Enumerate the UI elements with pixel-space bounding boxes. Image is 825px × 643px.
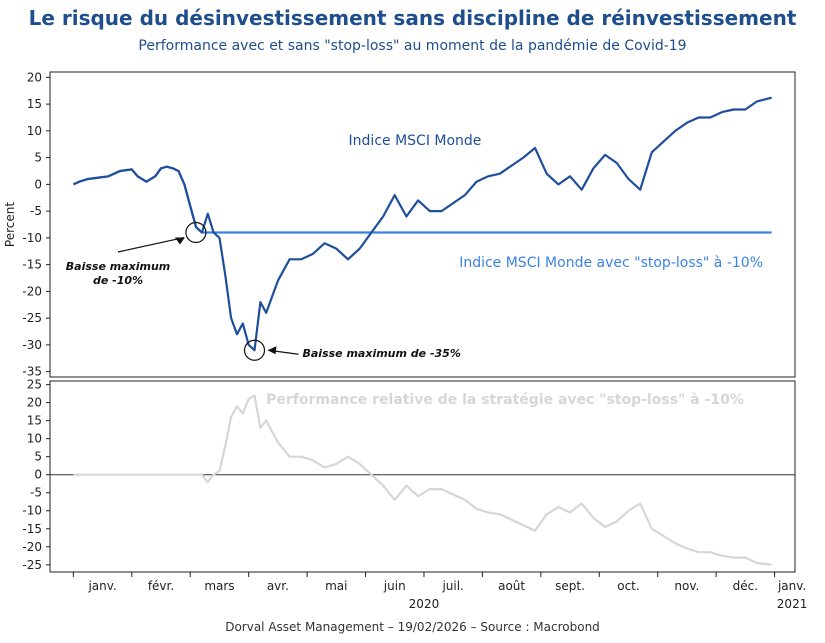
y-tick-label-top: 5 (34, 151, 42, 165)
x-tick-label: janv. (777, 579, 806, 593)
y-tick-label-bottom: -25 (22, 558, 42, 572)
series-label-stoploss: Indice MSCI Monde avec "stop-loss" à -10… (459, 255, 763, 271)
y-tick-label-bottom: -10 (22, 504, 42, 518)
annotation-arrowhead-35 (267, 346, 277, 355)
x-tick-label: déc. (733, 579, 758, 593)
series-label-relative: Performance relative de la stratégie ave… (266, 392, 744, 408)
annotation-circle-10 (185, 221, 207, 244)
y-tick-label-top: -35 (22, 365, 42, 379)
y-tick-label-bottom: -5 (30, 486, 42, 500)
x-tick-label: oct. (617, 579, 639, 593)
y-tick-label-top: -10 (22, 231, 42, 245)
y-tick-label-top: -25 (22, 311, 42, 325)
x-tick-label: juin (383, 579, 406, 593)
series-line-msci (72, 96, 772, 352)
y-tick-label-bottom: 25 (27, 378, 42, 392)
annotation-text-10-line1: Baisse maximum (66, 260, 170, 273)
x-tick-label: mai (325, 579, 347, 593)
annotation-text-35: Baisse maximum de -35% (303, 347, 461, 360)
chart-footer: Dorval Asset Management – 19/02/2026 – S… (225, 620, 600, 634)
x-tick-label: avr. (267, 579, 289, 593)
annotation-arrowhead-10 (174, 237, 185, 245)
y-tick-label-bottom: 10 (27, 432, 42, 446)
y-tick-label-bottom: 5 (34, 450, 42, 464)
bottom-panel-frame (49, 380, 796, 573)
y-tick-label-top: -5 (30, 204, 42, 218)
y-tick-label-top: -30 (22, 338, 42, 352)
x-tick-label: nov. (674, 579, 699, 593)
x-tick-label: févr. (148, 579, 174, 593)
y-tick-label-bottom: 15 (27, 414, 42, 428)
annotation-arrow-10 (117, 236, 185, 253)
x-tick-label: août (498, 579, 525, 593)
x-tick-label: janv. (87, 579, 116, 593)
y-tick-label-bottom: 0 (34, 468, 42, 482)
y-tick-label-bottom: -20 (22, 540, 42, 554)
annotation-text-10-line2: de -10% (93, 274, 143, 287)
x-tick-label: sept. (555, 579, 585, 593)
y-axis-label: Percent (3, 202, 17, 247)
y-tick-label-top: 15 (27, 97, 42, 111)
series-line-relative (73, 394, 772, 566)
y-tick-label-bottom: 20 (27, 396, 42, 410)
y-tick-label-top: -15 (22, 258, 42, 272)
x-tick-label: juil. (441, 579, 463, 593)
series-label-msci: Indice MSCI Monde (349, 133, 482, 149)
y-tick-label-top: -20 (22, 284, 42, 298)
series-line-stoploss (72, 165, 772, 234)
y-tick-label-bottom: -15 (22, 522, 42, 536)
series-layer: Indice MSCI Monde Indice MSCI Monde avec … (72, 96, 772, 566)
chart-subtitle: Performance avec et sans "stop-loss" au … (138, 38, 687, 54)
year-label-2020: 2020 (409, 597, 440, 611)
x-tick-label: mars (204, 579, 234, 593)
annotation-circle-35 (243, 339, 266, 361)
year-label-2021: 2021 (777, 597, 808, 611)
y-tick-label-top: 10 (27, 124, 42, 138)
y-tick-label-top: 0 (34, 177, 42, 191)
chart-title: Le risque du désinvestissement sans disc… (28, 6, 797, 30)
top-panel-frame (49, 71, 796, 378)
y-tick-label-top: 20 (27, 70, 42, 84)
